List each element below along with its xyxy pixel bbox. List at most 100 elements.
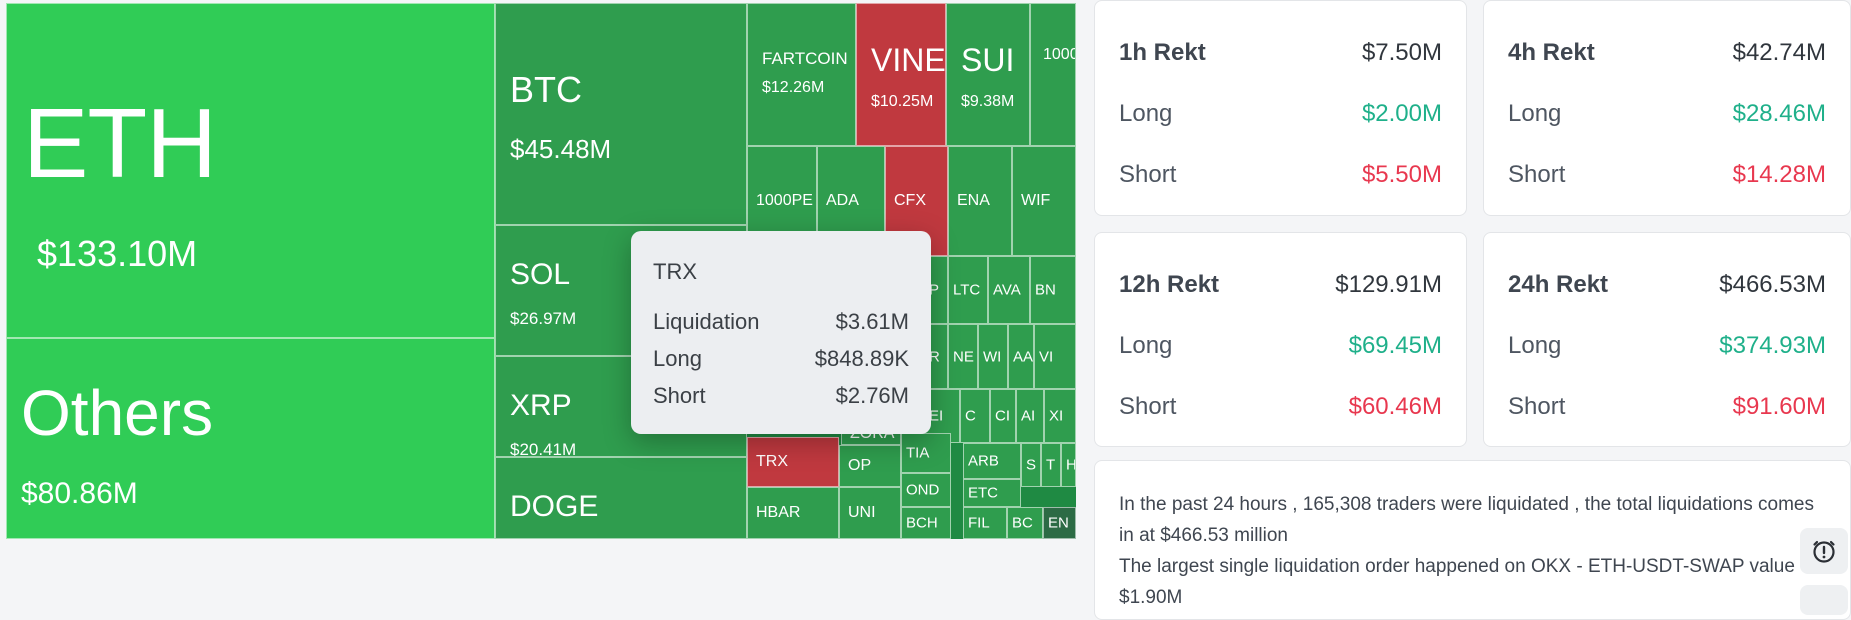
cell-symbol: BTC bbox=[510, 69, 582, 110]
treemap-cell-fartcoin[interactable]: FARTCOIN $12.26M bbox=[747, 3, 856, 146]
tooltip-label: Liquidation bbox=[653, 309, 760, 334]
treemap-cell-1000[interactable]: 1000 bbox=[1030, 3, 1076, 146]
treemap-cell-ai[interactable]: AI bbox=[1016, 389, 1044, 443]
treemap-cell-ne[interactable]: NE bbox=[948, 324, 978, 389]
summary-line-1: In the past 24 hours , 165,308 traders w… bbox=[1119, 494, 1814, 546]
treemap-cell-ava[interactable]: AVA bbox=[988, 256, 1030, 324]
cell-symbol: EN bbox=[1048, 514, 1069, 532]
treemap-cell-bn[interactable]: BN bbox=[1030, 256, 1076, 324]
treemap-tooltip: TRX Liquidation $3.61M Long $848.89K Sho… bbox=[631, 231, 931, 434]
treemap-cell-sui[interactable]: SUI $9.38M bbox=[946, 3, 1030, 146]
cell-symbol: SOL bbox=[510, 258, 571, 291]
treemap-cell-bch[interactable]: BCH bbox=[901, 507, 951, 539]
treemap-cell-wi[interactable]: WI bbox=[978, 324, 1008, 389]
cell-symbol: P bbox=[929, 281, 940, 299]
cell-symbol: NE bbox=[953, 348, 974, 365]
treemap-cell-trx[interactable]: TRX bbox=[747, 437, 839, 487]
tooltip-value: $2.76M bbox=[835, 383, 909, 408]
card-total: $7.50M bbox=[1361, 39, 1442, 66]
tooltip-title: TRX bbox=[653, 259, 697, 284]
side-action-button[interactable] bbox=[1800, 585, 1848, 615]
cell-symbol: BN bbox=[1035, 281, 1056, 299]
treemap-cell-uni[interactable]: UNI bbox=[839, 487, 901, 539]
card-long-row: Long $374.93M bbox=[1508, 332, 1826, 360]
liquidation-summary: In the past 24 hours , 165,308 traders w… bbox=[1094, 460, 1851, 620]
long-label: Long bbox=[1119, 100, 1173, 127]
cell-symbol: OND bbox=[906, 481, 940, 499]
treemap-cell-etc[interactable]: ETC bbox=[963, 479, 1021, 507]
cell-symbol: ADA bbox=[826, 192, 859, 209]
cell-symbol: XI bbox=[1049, 407, 1064, 425]
cell-value: $45.48M bbox=[510, 134, 612, 164]
cell-symbol: AVA bbox=[993, 281, 1021, 299]
cell-symbol: C bbox=[965, 407, 976, 425]
cell-symbol: CFX bbox=[894, 192, 926, 209]
tooltip-value: $3.61M bbox=[835, 309, 909, 334]
treemap-cell-ci[interactable]: CI bbox=[990, 389, 1016, 443]
cell-symbol: R bbox=[929, 348, 940, 365]
card-short-row: Short $5.50M bbox=[1119, 161, 1442, 189]
tooltip-row-liquidation: Liquidation $3.61M bbox=[653, 309, 909, 335]
short-value: $5.50M bbox=[1361, 161, 1442, 188]
treemap-cell-aa[interactable]: AA bbox=[1008, 324, 1034, 389]
cell-symbol: TIA bbox=[906, 444, 930, 462]
cell-symbol: BCH bbox=[906, 514, 938, 532]
treemap-cell-others[interactable]: Others $80.86M bbox=[6, 338, 495, 539]
treemap-cell-arb[interactable]: ARB bbox=[963, 443, 1021, 479]
card-short-row: Short $14.28M bbox=[1508, 161, 1826, 189]
card-title: 12h Rekt bbox=[1119, 271, 1220, 298]
treemap-cell-ltc[interactable]: LTC bbox=[948, 256, 988, 324]
card-short-row: Short $91.60M bbox=[1508, 393, 1826, 421]
cell-symbol: ARB bbox=[968, 452, 999, 470]
treemap-cell-eth[interactable]: ETH $133.10M bbox=[6, 3, 495, 338]
treemap-cell-c[interactable]: C bbox=[960, 389, 990, 443]
cell-value: $133.10M bbox=[37, 233, 198, 274]
treemap-cell-s[interactable]: S bbox=[1021, 443, 1041, 487]
short-value: $14.28M bbox=[1732, 161, 1826, 188]
treemap-cell-bc[interactable]: BC bbox=[1007, 507, 1043, 539]
treemap-cell-xi[interactable]: XI bbox=[1044, 389, 1076, 443]
treemap-cell-fil[interactable]: FIL bbox=[963, 507, 1007, 539]
treemap-cell-vine[interactable]: VINE $10.25M bbox=[856, 3, 946, 146]
treemap-cell-t[interactable]: T bbox=[1041, 443, 1061, 487]
long-value: $2.00M bbox=[1361, 100, 1442, 127]
cell-symbol: CI bbox=[995, 407, 1010, 425]
card-total: $42.74M bbox=[1732, 39, 1826, 66]
cell-symbol: ETH bbox=[23, 88, 217, 198]
treemap-cell-tia[interactable]: TIA bbox=[901, 433, 951, 473]
alert-clock-icon[interactable] bbox=[1800, 528, 1848, 574]
cell-symbol: ENA bbox=[957, 192, 990, 209]
treemap-cell-en[interactable]: EN bbox=[1043, 507, 1076, 539]
treemap-cell-ond[interactable]: OND bbox=[901, 473, 951, 507]
cell-symbol: WIF bbox=[1021, 192, 1051, 209]
treemap-cell-h[interactable]: H bbox=[1061, 443, 1076, 487]
short-label: Short bbox=[1508, 393, 1566, 420]
cell-symbol: BC bbox=[1012, 514, 1033, 532]
card-long-row: Long $69.45M bbox=[1119, 332, 1442, 360]
treemap-cell-ena[interactable]: ENA bbox=[948, 146, 1012, 256]
card-title: 24h Rekt bbox=[1508, 271, 1609, 298]
treemap-cell-hbar[interactable]: HBAR bbox=[747, 487, 839, 539]
treemap-cell-wif[interactable]: WIF bbox=[1012, 146, 1076, 256]
cell-symbol: FIL bbox=[968, 514, 990, 532]
cell-symbol: 1000PE bbox=[756, 192, 813, 209]
treemap-cell-vi[interactable]: VI bbox=[1034, 324, 1076, 389]
cell-symbol: EI bbox=[929, 407, 944, 425]
tooltip-value: $848.89K bbox=[814, 346, 909, 371]
long-value: $28.46M bbox=[1732, 100, 1826, 127]
cell-symbol: XRP bbox=[510, 389, 572, 422]
cell-symbol: DOGE bbox=[510, 490, 599, 523]
cell-symbol: Others bbox=[21, 377, 214, 449]
short-value: $60.46M bbox=[1348, 393, 1442, 420]
card-header: 4h Rekt $42.74M bbox=[1508, 39, 1826, 67]
rekt-card-1h: 1h Rekt $7.50M Long $2.00M Short $5.50M bbox=[1094, 0, 1467, 216]
cell-symbol: AA bbox=[1013, 348, 1034, 365]
treemap-cell-btc[interactable]: BTC $45.48M bbox=[495, 3, 747, 225]
short-label: Short bbox=[1119, 161, 1177, 188]
cell-symbol: H bbox=[1066, 456, 1076, 474]
cell-symbol: ETC bbox=[968, 484, 998, 502]
treemap-cell-op[interactable]: OP bbox=[839, 445, 901, 487]
long-label: Long bbox=[1119, 332, 1173, 359]
treemap-cell-doge[interactable]: DOGE$17.26M bbox=[495, 457, 747, 539]
card-header: 24h Rekt $466.53M bbox=[1508, 271, 1826, 299]
